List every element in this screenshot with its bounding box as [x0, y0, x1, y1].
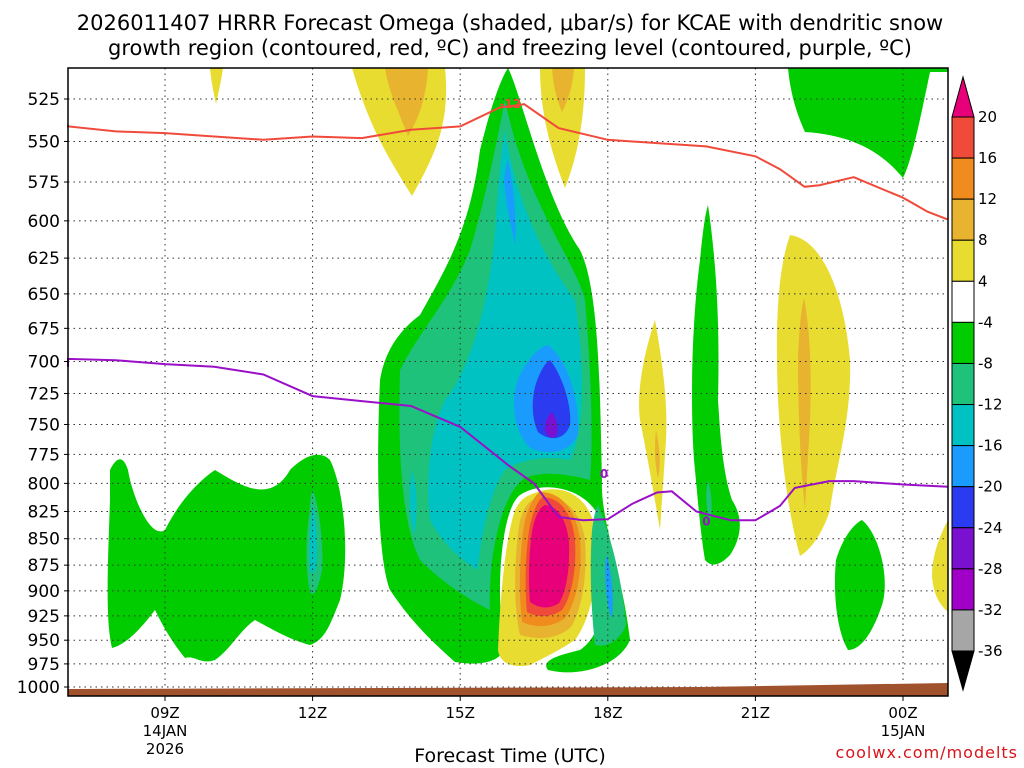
colorbar-top-arrow — [951, 75, 975, 118]
x-tick-year: 2026 — [146, 740, 184, 758]
omega-region-yellow-far-right — [932, 520, 948, 612]
omega-region-green-20z — [692, 205, 740, 565]
colorbar-label: -12 — [978, 396, 1003, 414]
colorbar-bottom-arrow — [951, 650, 975, 692]
colorbar-swatch — [951, 157, 975, 200]
omega-region-blue-core — [532, 360, 571, 439]
site-credit: coolwx.com/modelts — [836, 743, 1018, 762]
x-tick-label: 12Z — [298, 704, 327, 722]
dgz-contour-label: -12 — [499, 97, 521, 111]
colorbar-swatch — [951, 568, 975, 611]
x-tick-label: 21Z — [741, 704, 770, 722]
omega-region-lightblue-upper — [504, 160, 516, 245]
grid — [68, 68, 948, 696]
omega-shading — [107, 68, 948, 673]
y-tick-label: 750 — [28, 415, 60, 435]
colorbar-swatch — [951, 404, 975, 447]
colorbar-label: -20 — [978, 478, 1003, 496]
colorbar-swatch — [951, 321, 975, 364]
freezing-contour-label: 0 — [702, 514, 710, 528]
colorbar-label: 8 — [978, 231, 988, 249]
colorbar-label: -24 — [978, 519, 1003, 537]
omega-region-cyan-lower-left — [309, 505, 317, 574]
colorbar-label: -32 — [978, 601, 1003, 619]
colorbar-swatch — [951, 609, 975, 652]
y-tick-label: 1000 — [17, 678, 60, 698]
colorbar-label: -8 — [978, 354, 993, 372]
omega-region-yellow-small — [210, 68, 223, 104]
omega-region-yellow-19z — [639, 320, 667, 530]
omega-region-magenta-lower-core — [528, 505, 570, 608]
x-tick-date: 15JAN — [881, 722, 926, 740]
y-tick-label: 975 — [28, 655, 60, 675]
dgz-contour-line — [67, 103, 948, 221]
y-tick-label: 900 — [28, 582, 60, 602]
y-tick-label: 725 — [28, 385, 60, 405]
omega-region-cyan-lower-central — [409, 470, 417, 535]
colorbar-label: 4 — [978, 272, 988, 290]
omega-region-orange-upper-mid — [552, 68, 574, 112]
colorbar-label: 20 — [978, 108, 997, 126]
omega-region-yellow-22z — [776, 235, 851, 556]
freezing-contour-label-2: 0 — [600, 467, 608, 481]
omega-region-amber-22z — [798, 298, 811, 510]
y-tick-label: 600 — [28, 212, 60, 232]
y-tick-label: 625 — [28, 249, 60, 269]
plot-area: -12 0 0 — [67, 67, 949, 697]
chart-title-line2: growth region (contoured, red, ºC) and f… — [108, 36, 912, 60]
plot-frame — [67, 67, 949, 697]
x-axis-label: Forecast Time (UTC) — [414, 745, 605, 767]
omega-region-purple-core — [545, 412, 558, 438]
omega-region-blue-lower-18z — [605, 555, 613, 618]
omega-region-cyan-central — [428, 130, 582, 570]
colorbar-label: -4 — [978, 313, 993, 331]
omega-region-green-lower-right — [834, 520, 885, 650]
y-tick-label: 875 — [28, 556, 60, 576]
colorbar-label: 16 — [978, 149, 997, 167]
colorbar-swatch — [951, 445, 975, 488]
omega-region-green-lower-left — [107, 454, 346, 662]
y-tick-label: 775 — [28, 445, 60, 465]
y-tick-label: 800 — [28, 474, 60, 494]
colorbar-label: 12 — [978, 190, 997, 208]
x-tick-date: 14JAN — [143, 722, 188, 740]
omega-region-teal-20z — [706, 480, 712, 520]
colorbar-label: -28 — [978, 560, 1003, 578]
ground-strip — [68, 683, 948, 696]
y-axis: 525 550 575 600 625 650 675 700 725 750 775 800 825 8… — [17, 90, 68, 698]
colorbar-swatch — [951, 486, 975, 529]
y-tick-label: 525 — [28, 90, 60, 110]
y-tick-label: 675 — [28, 319, 60, 339]
x-tick-label: 18Z — [593, 704, 622, 722]
chart-title-line1: 2026011407 HRRR Forecast Omega (shaded, … — [77, 11, 943, 35]
x-tick-label: 15Z — [446, 704, 475, 722]
y-tick-label: 700 — [28, 353, 60, 373]
x-tick-label: 00Z — [888, 704, 917, 722]
y-tick-label: 550 — [28, 132, 60, 152]
colorbar-swatch — [951, 280, 975, 323]
omega-region-green-upper-right — [788, 68, 948, 178]
omega-region-orange-upper-left — [385, 68, 428, 136]
y-tick-label: 925 — [28, 607, 60, 627]
colorbar-swatch — [951, 362, 975, 406]
colorbar-swatch — [951, 527, 975, 570]
y-tick-label: 650 — [28, 285, 60, 305]
y-tick-label: 850 — [28, 530, 60, 550]
x-tick-label: 09Z — [150, 704, 179, 722]
colorbar-swatch — [951, 116, 975, 159]
colorbar-label: -16 — [978, 437, 1003, 455]
y-tick-label: 825 — [28, 502, 60, 522]
y-tick-label: 575 — [28, 173, 60, 193]
colorbar: 20 16 12 8 4 -4 -8 -12 -16 -20 -24 -28 -32 -36 — [951, 75, 1003, 692]
colorbar-swatch — [951, 239, 975, 282]
freezing-level-contour-line — [67, 357, 949, 522]
colorbar-label: -36 — [978, 642, 1003, 660]
y-tick-label: 950 — [28, 631, 60, 651]
colorbar-swatch — [951, 198, 975, 241]
